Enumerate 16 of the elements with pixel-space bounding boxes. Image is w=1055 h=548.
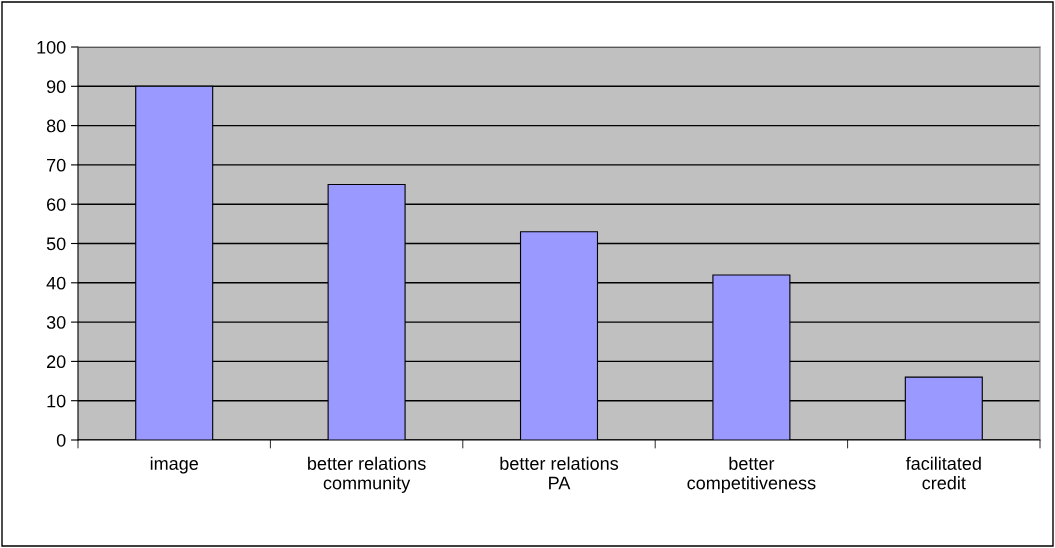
- y-tick-label: 40: [46, 276, 66, 290]
- x-tick-label: better competitiveness: [687, 456, 816, 493]
- y-tick-label: 80: [46, 119, 66, 133]
- y-tick-label: 50: [46, 237, 66, 251]
- x-tick-label: facilitated credit: [905, 456, 981, 490]
- y-tick-label: 60: [47, 198, 66, 211]
- y-tick-label: 20: [47, 355, 66, 369]
- y-tick-label: 100: [37, 40, 66, 54]
- x-tick-label: image: [150, 456, 198, 474]
- x-tick-label: better relations community: [308, 456, 426, 493]
- y-tick-label: 30: [46, 316, 66, 329]
- y-tick-label: 10: [47, 394, 66, 408]
- y-tick-label: 90: [46, 80, 66, 94]
- y-tick-label: 0: [56, 433, 66, 447]
- x-tick-label: better relations PA: [500, 456, 619, 490]
- y-tick-label: 70: [47, 158, 66, 172]
